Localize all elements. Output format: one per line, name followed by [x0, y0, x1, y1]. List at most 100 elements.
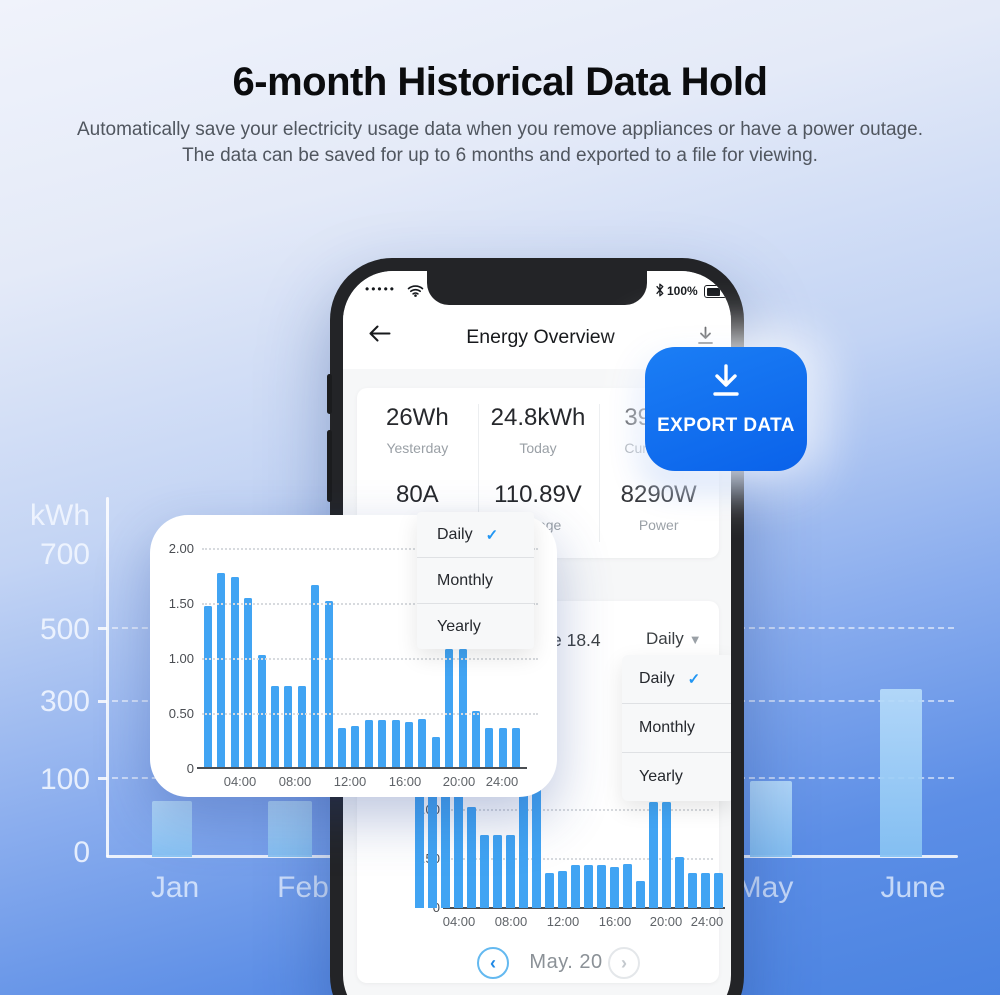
bar — [405, 721, 413, 768]
popup-chart-card: 2.00 1.50 1.00 0.50 0 04:00 08:00 12:00 16:00 20:… — [150, 515, 557, 797]
stat-value: 26Wh — [385, 404, 449, 431]
menu-item-monthly[interactable]: Monthly — [417, 558, 534, 604]
check-icon: ✓ — [485, 526, 499, 544]
wifi-icon — [407, 284, 424, 302]
menu-item-yearly[interactable]: Yearly — [639, 768, 683, 785]
bar — [472, 710, 480, 768]
gridline — [447, 809, 713, 811]
bar — [519, 745, 528, 908]
menu-item-yearly[interactable]: Yearly — [437, 617, 481, 635]
y-tick-label: 0.50 — [168, 706, 194, 721]
bar — [230, 576, 239, 768]
menu-item-monthly[interactable]: Monthly — [622, 704, 731, 753]
signal-dots-icon: ••••• — [365, 282, 397, 296]
y-tick-label: 0 — [186, 761, 194, 776]
export-button-label: EXPORT DATA — [657, 415, 795, 436]
stat-label: Today — [519, 440, 557, 456]
period-selector[interactable]: Daily ▼ — [646, 629, 702, 648]
bar — [338, 728, 346, 768]
export-data-button[interactable]: EXPORT DATA — [645, 347, 807, 471]
bar — [675, 857, 684, 908]
bar — [584, 864, 593, 908]
bg-y-axis — [106, 497, 109, 857]
stat-value: 110.89V — [494, 481, 582, 508]
next-day-button[interactable]: › — [608, 947, 640, 979]
bar — [244, 597, 253, 768]
page-title: 6-month Historical Data Hold — [232, 60, 768, 104]
stat-value: 24.8kWh — [490, 404, 586, 431]
stat-value: 8290W — [620, 481, 697, 508]
stat-label: Cur — [624, 440, 647, 456]
bar — [662, 802, 671, 908]
menu-item-daily[interactable]: Daily ✓ — [622, 655, 731, 704]
bg-month-label: May — [736, 871, 794, 904]
date-label: May. 20 — [529, 951, 603, 973]
bar — [610, 866, 619, 908]
bar — [571, 864, 580, 908]
bar — [431, 737, 440, 768]
bar — [441, 737, 450, 908]
y-tick-label: 1.00 — [168, 651, 194, 666]
phone-hourly-bars — [415, 271, 727, 908]
bar — [454, 756, 463, 908]
bar — [623, 863, 632, 908]
bluetooth-icon — [655, 283, 665, 302]
stat-cell: 24.8kWh Today — [478, 388, 599, 473]
bar — [558, 870, 567, 908]
stat-value: 80A — [395, 481, 439, 508]
bar — [467, 807, 476, 908]
bar — [378, 719, 387, 768]
x-tick-label: 08:00 — [494, 914, 528, 929]
bar — [458, 649, 467, 768]
volume-button — [327, 374, 332, 414]
bg-ytick: 100 — [39, 763, 90, 796]
divider — [599, 404, 600, 542]
download-icon — [705, 363, 747, 406]
volume-button — [327, 430, 332, 502]
bg-month-label: Feb — [277, 871, 329, 904]
stat-cell: 8290W Power — [598, 473, 719, 558]
prev-day-button[interactable]: ‹ — [477, 947, 509, 979]
check-icon: ✓ — [687, 671, 701, 688]
bar — [324, 600, 333, 768]
gridline — [202, 548, 538, 550]
menu-item-daily[interactable]: Daily ✓ — [417, 512, 534, 558]
divider — [478, 404, 479, 542]
battery-percent: 100% — [667, 284, 698, 298]
x-tick-label: 12:00 — [333, 774, 367, 789]
x-tick-label: 20:00 — [649, 914, 683, 929]
bg-tick — [98, 627, 107, 630]
bar — [512, 728, 521, 768]
page-subtitle: Automatically save your electricity usag… — [0, 117, 1000, 169]
bar — [351, 726, 360, 768]
bar — [284, 685, 293, 768]
x-tick-label: 04:00 — [223, 774, 257, 789]
y-tick-label: 1.50 — [168, 596, 194, 611]
bg-ytick: 0 — [73, 836, 90, 869]
bar — [418, 718, 427, 768]
bar — [597, 864, 606, 908]
gridline — [202, 603, 538, 605]
x-tick-label: 12:00 — [546, 914, 580, 929]
bar — [391, 719, 400, 768]
x-tick-label: 20:00 — [442, 774, 476, 789]
screen-title: Energy Overview — [466, 326, 615, 348]
bar — [636, 880, 645, 908]
bar — [271, 685, 279, 768]
stat-label: Yesterday — [386, 440, 449, 456]
subtitle-line-2: The data can be saved for up to 6 months… — [182, 145, 818, 166]
bar — [649, 802, 658, 908]
bg-bar — [880, 689, 922, 857]
bg-ytick: 300 — [39, 685, 90, 718]
bar — [688, 872, 697, 908]
period-dropdown-menu: Daily ✓ Monthly Yearly — [622, 655, 731, 801]
y-tick-label: 2.00 — [168, 541, 194, 556]
chevron-down-icon: ▼ — [688, 632, 702, 647]
bar — [506, 834, 515, 908]
bar — [493, 834, 502, 908]
back-arrow-icon[interactable] — [368, 324, 391, 348]
download-icon[interactable] — [695, 325, 716, 351]
bg-bar — [152, 801, 192, 857]
bg-ytick: 500 — [39, 613, 90, 646]
